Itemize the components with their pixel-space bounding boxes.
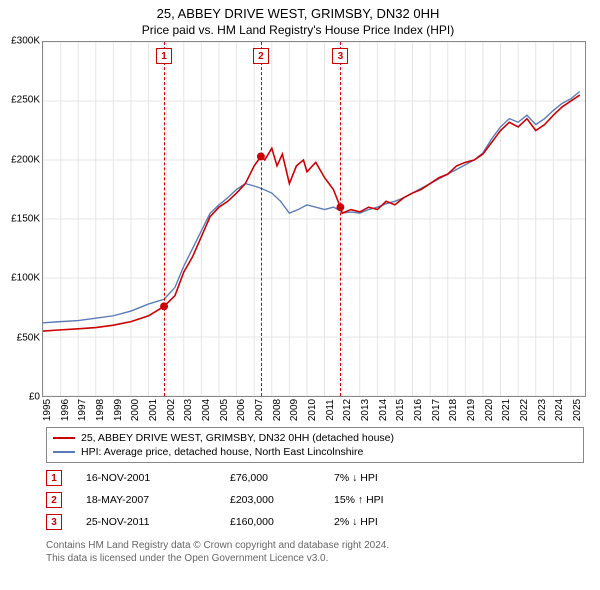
x-tick-label: 2001 xyxy=(148,399,159,421)
legend-swatch xyxy=(53,451,75,453)
plot-area: 1 2 3 xyxy=(42,41,586,397)
chart-subtitle: Price paid vs. HM Land Registry's House … xyxy=(4,23,592,37)
x-tick-label: 2015 xyxy=(395,399,406,421)
event-row: 3 25-NOV-2011 £160,000 2% ↓ HPI xyxy=(46,511,584,533)
legend: 25, ABBEY DRIVE WEST, GRIMSBY, DN32 0HH … xyxy=(46,427,584,463)
x-tick-label: 1997 xyxy=(77,399,88,421)
lines-svg xyxy=(43,42,585,396)
event-row: 1 16-NOV-2001 £76,000 7% ↓ HPI xyxy=(46,467,584,489)
chart-title: 25, ABBEY DRIVE WEST, GRIMSBY, DN32 0HH xyxy=(4,6,592,21)
legend-label: 25, ABBEY DRIVE WEST, GRIMSBY, DN32 0HH … xyxy=(81,432,394,444)
y-tick-label: £300K xyxy=(11,36,40,47)
event-date: 18-MAY-2007 xyxy=(86,494,206,506)
event-marker-line xyxy=(164,42,165,396)
footer-attribution: Contains HM Land Registry data © Crown c… xyxy=(46,539,584,565)
x-tick-label: 2004 xyxy=(201,399,212,421)
event-price: £76,000 xyxy=(230,472,310,484)
event-price: £160,000 xyxy=(230,516,310,528)
event-badge: 1 xyxy=(46,470,62,486)
x-tick-label: 2011 xyxy=(325,399,336,421)
x-tick-label: 2006 xyxy=(236,399,247,421)
event-price: £203,000 xyxy=(230,494,310,506)
x-tick-label: 2024 xyxy=(554,399,565,421)
event-delta: 2% ↓ HPI xyxy=(334,516,434,528)
x-tick-label: 2008 xyxy=(272,399,283,421)
event-badge: 3 xyxy=(46,514,62,530)
x-tick-label: 2023 xyxy=(537,399,548,421)
y-axis: £0£50K£100K£150K£200K£250K£300K xyxy=(4,41,42,397)
x-axis: 1995 1996 1997 1998 1999 2000 2001 2002 2003 2004… xyxy=(42,397,586,421)
x-tick-label: 1996 xyxy=(60,399,71,421)
series-hpi xyxy=(43,92,580,323)
x-tick-label: 2005 xyxy=(219,399,230,421)
y-tick-label: £100K xyxy=(11,273,40,284)
y-tick-label: £0 xyxy=(29,392,40,403)
y-tick-label: £50K xyxy=(17,332,40,343)
x-tick-label: 2017 xyxy=(431,399,442,421)
event-marker-badge: 2 xyxy=(253,48,269,64)
event-row: 2 18-MAY-2007 £203,000 15% ↑ HPI xyxy=(46,489,584,511)
legend-row: 25, ABBEY DRIVE WEST, GRIMSBY, DN32 0HH … xyxy=(53,431,577,445)
y-tick-label: £200K xyxy=(11,154,40,165)
series-property xyxy=(43,95,580,331)
x-tick-label: 2014 xyxy=(378,399,389,421)
legend-label: HPI: Average price, detached house, Nort… xyxy=(81,446,363,458)
event-delta: 7% ↓ HPI xyxy=(334,472,434,484)
event-marker-line xyxy=(340,42,341,396)
x-tick-label: 2002 xyxy=(166,399,177,421)
event-marker-line xyxy=(261,42,262,396)
x-tick-label: 2010 xyxy=(307,399,318,421)
x-tick-label: 2025 xyxy=(572,399,583,421)
y-tick-label: £250K xyxy=(11,95,40,106)
event-marker-badge: 1 xyxy=(156,48,172,64)
x-tick-label: 2019 xyxy=(466,399,477,421)
x-tick-label: 2021 xyxy=(501,399,512,421)
x-tick-label: 1998 xyxy=(95,399,106,421)
x-tick-label: 2018 xyxy=(448,399,459,421)
x-tick-label: 2012 xyxy=(342,399,353,421)
legend-row: HPI: Average price, detached house, Nort… xyxy=(53,445,577,459)
x-tick-label: 2013 xyxy=(360,399,371,421)
x-tick-label: 2009 xyxy=(289,399,300,421)
x-tick-label: 2000 xyxy=(130,399,141,421)
x-tick-label: 2022 xyxy=(519,399,530,421)
event-delta: 15% ↑ HPI xyxy=(334,494,434,506)
x-tick-label: 1995 xyxy=(42,399,53,421)
x-tick-label: 2016 xyxy=(413,399,424,421)
x-tick-label: 2007 xyxy=(254,399,265,421)
y-tick-label: £150K xyxy=(11,214,40,225)
event-date: 25-NOV-2011 xyxy=(86,516,206,528)
event-badge: 2 xyxy=(46,492,62,508)
event-date: 16-NOV-2001 xyxy=(86,472,206,484)
x-tick-label: 2003 xyxy=(183,399,194,421)
chart-area: £0£50K£100K£150K£200K£250K£300K 123 1995… xyxy=(42,41,586,421)
legend-swatch xyxy=(53,437,75,439)
x-tick-label: 1999 xyxy=(113,399,124,421)
x-tick-label: 2020 xyxy=(484,399,495,421)
event-marker-badge: 3 xyxy=(332,48,348,64)
events-table: 1 16-NOV-2001 £76,000 7% ↓ HPI 2 18-MAY-2007 £… xyxy=(46,467,584,533)
